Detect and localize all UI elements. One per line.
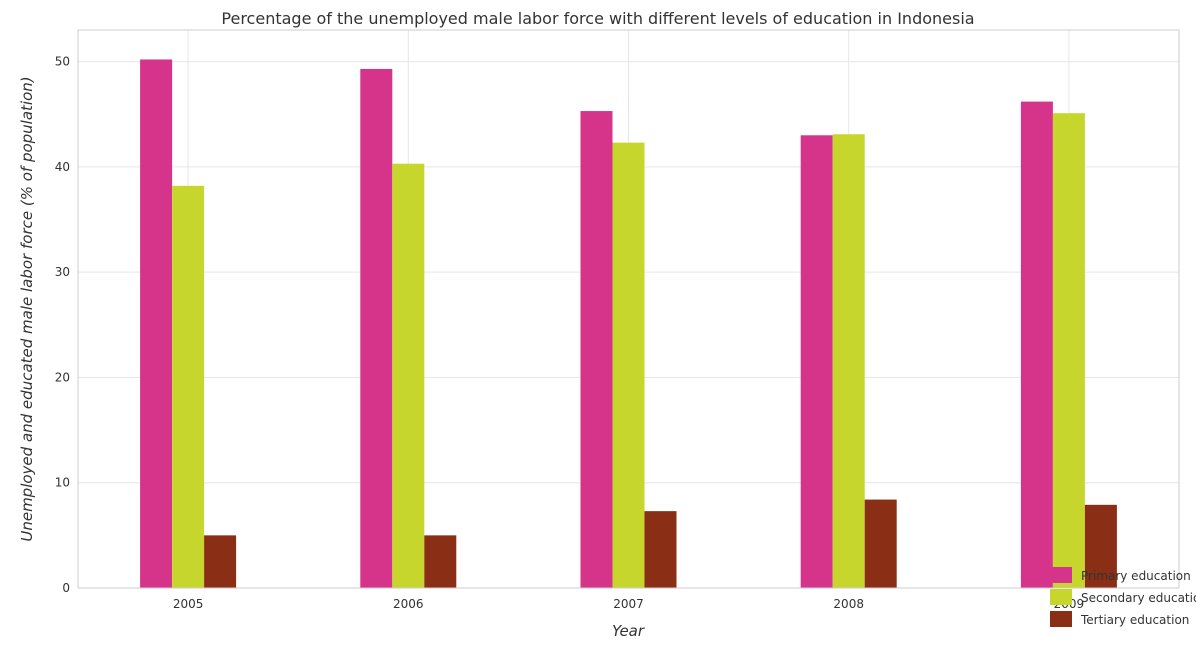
y-tick-label: 20 <box>55 370 70 384</box>
legend-label: Primary education <box>1081 569 1191 583</box>
bar-tertiary-education-2005 <box>204 535 237 588</box>
x-tick-label: 2006 <box>393 597 424 611</box>
x-ticks: 20052006200720082009 <box>173 597 1084 611</box>
x-tick-label: 2008 <box>833 597 864 611</box>
bar-primary-education-2007 <box>580 111 613 588</box>
x-tick-label: 2007 <box>613 597 644 611</box>
bar-primary-education-2006 <box>360 68 393 589</box>
y-tick-label: 40 <box>55 160 70 174</box>
legend: Primary education Secondary education Tert… <box>1050 567 1196 627</box>
bar-secondary-education-2007 <box>612 142 645 588</box>
bar-secondary-education-2006 <box>392 163 425 589</box>
y-tick-label: 10 <box>55 476 70 490</box>
bar-primary-education-2005 <box>140 59 173 588</box>
y-tick-label: 50 <box>55 55 70 69</box>
bar-tertiary-education-2008 <box>864 499 897 588</box>
bars <box>140 59 1117 589</box>
bar-secondary-education-2005 <box>172 185 205 589</box>
plot-frame <box>77 29 1180 589</box>
y-ticks: 0 10 20 30 40 50 <box>55 55 70 595</box>
legend-swatch <box>1050 589 1072 605</box>
bar-tertiary-education-2006 <box>424 535 457 588</box>
bar-primary-education-2008 <box>800 135 833 588</box>
y-tick-label: 0 <box>62 581 70 595</box>
legend-label: Tertiary education <box>1080 613 1189 627</box>
chart-title: Percentage of the unemployed male labor … <box>221 9 974 28</box>
x-tick-label: 2005 <box>173 597 204 611</box>
y-axis-label: Unemployed and educated male labor force… <box>18 76 36 541</box>
bar-secondary-education-2009 <box>1052 113 1085 588</box>
bar-secondary-education-2008 <box>832 134 865 588</box>
legend-label: Secondary education <box>1081 591 1196 605</box>
legend-swatch <box>1050 567 1072 583</box>
bar-tertiary-education-2009 <box>1084 504 1117 588</box>
legend-swatch <box>1050 611 1072 627</box>
bar-tertiary-education-2007 <box>644 511 677 588</box>
x-axis-label: Year <box>612 622 645 640</box>
bar-primary-education-2009 <box>1020 101 1053 588</box>
y-tick-label: 30 <box>55 265 70 279</box>
